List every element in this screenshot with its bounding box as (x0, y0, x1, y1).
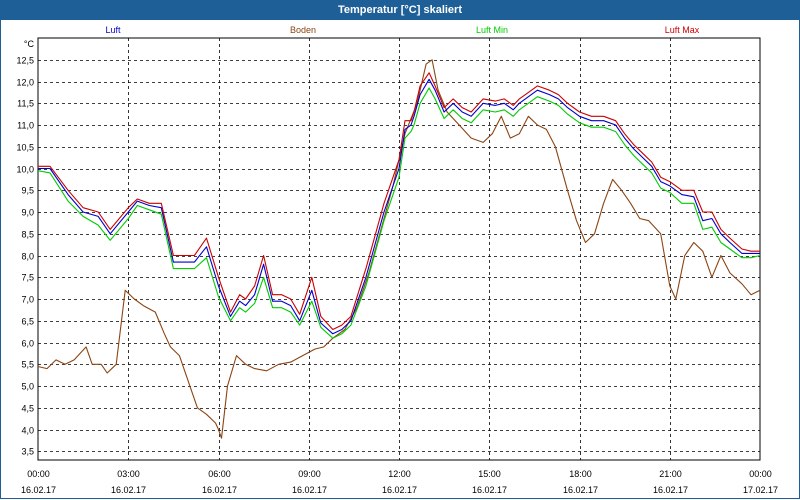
y-tick-label: 4,5 (21, 404, 34, 414)
y-tick-label: 3,5 (21, 447, 34, 457)
x-tick-time: 12:00 (388, 469, 411, 479)
y-tick-label: 9,5 (21, 186, 34, 196)
y-tick-label: 7,0 (21, 295, 34, 305)
x-tick-time: 18:00 (569, 469, 592, 479)
y-tick-label: 8,5 (21, 230, 34, 240)
x-tick-date: 17.02.17 (743, 485, 778, 495)
series-lines (37, 59, 761, 439)
x-tick-time: 03:00 (117, 469, 140, 479)
x-tick-date: 16.02.17 (111, 485, 146, 495)
legend: Luft Boden Luft Min Luft Max (105, 25, 699, 35)
legend-boden: Boden (290, 25, 316, 35)
y-tick-label: 10,0 (16, 165, 34, 175)
x-tick-date: 16.02.17 (21, 485, 56, 495)
x-tick-date: 16.02.17 (202, 485, 237, 495)
legend-luft-max: Luft Max (665, 25, 700, 35)
y-tick-label: 6,0 (21, 339, 34, 349)
y-tick-label: 6,5 (21, 317, 34, 327)
y-tick-label: 9,0 (21, 208, 34, 218)
legend-luft: Luft (105, 25, 121, 35)
series-line-luft-min (37, 87, 761, 339)
x-tick-date: 16.02.17 (563, 485, 598, 495)
x-tick-date: 16.02.17 (292, 485, 327, 495)
y-tick-label: 11,0 (17, 121, 34, 131)
x-tick-date: 16.02.17 (653, 485, 688, 495)
grid (37, 37, 761, 461)
y-tick-label: 11,5 (17, 99, 34, 109)
axes: 3,5 4,0 4,5 5,0 5,5 6,0 6,5 7,0 7,5 8,0 8,5 9,0 9,5 1… (16, 39, 778, 495)
plot-area (37, 37, 761, 461)
y-tick-label: 12,5 (16, 56, 34, 66)
x-tick-time: 00:00 (749, 469, 772, 479)
y-axis-label: °C (24, 39, 35, 49)
x-tick-time: 00:00 (27, 469, 50, 479)
x-tick-time: 09:00 (298, 469, 321, 479)
legend-luft-min: Luft Min (476, 25, 508, 35)
series-line-luft-max (38, 72, 760, 331)
window-title: Temperatur [°C] skaliert (0, 0, 800, 20)
y-tick-label: 10,5 (16, 143, 34, 153)
y-tick-label: 5,0 (21, 382, 34, 392)
x-tick-date: 16.02.17 (382, 485, 417, 495)
y-tick-label: 4,0 (21, 426, 34, 436)
series-line-luft (38, 78, 760, 335)
y-tick-label: 7,5 (21, 273, 34, 283)
y-tick-label: 5,5 (21, 360, 34, 370)
x-tick-time: 21:00 (659, 469, 682, 479)
y-tick-label: 8,0 (21, 252, 34, 262)
x-tick-time: 06:00 (208, 469, 231, 479)
x-tick-time: 15:00 (478, 469, 501, 479)
y-tick-label: 12,0 (16, 78, 34, 88)
x-tick-date: 16.02.17 (472, 485, 507, 495)
